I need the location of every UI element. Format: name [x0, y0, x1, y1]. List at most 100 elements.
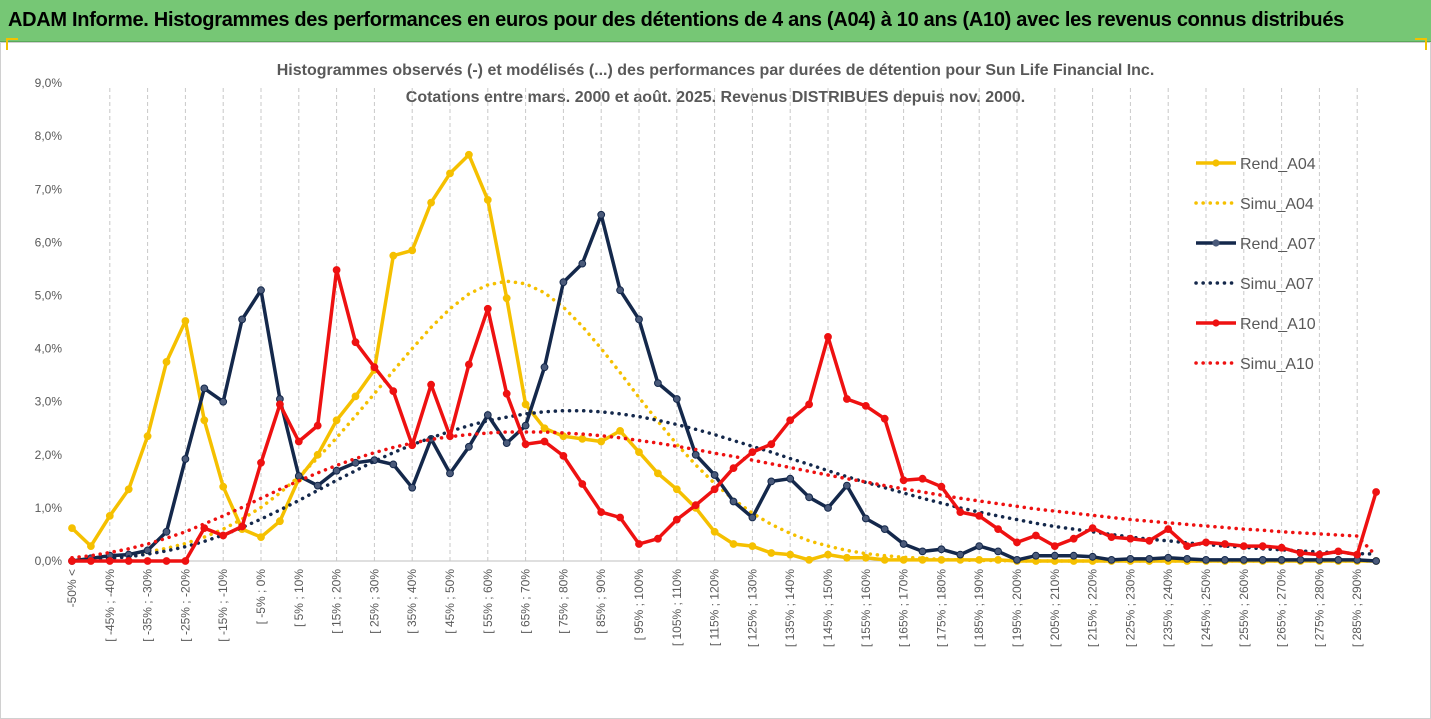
data-point-rend-a07 [1334, 556, 1343, 564]
data-point-rend-a04 [124, 485, 133, 494]
x-tick-label: [ 235% ; 240% [1161, 569, 1175, 647]
data-point-rend-a07 [1372, 557, 1380, 565]
x-tick-label: [ 205% ; 210% [1048, 569, 1062, 647]
data-point-rend-a04 [200, 416, 209, 425]
data-point-rend-a07 [559, 278, 568, 287]
data-point-rend-a10 [257, 458, 265, 467]
x-tick-label: [ 215% ; 220% [1086, 569, 1100, 647]
data-point-rend-a07 [351, 458, 360, 467]
legend-label-simu-a07: Simu_A07 [1240, 276, 1314, 293]
data-point-rend-a10 [181, 557, 190, 565]
series-line-simu-a04 [70, 279, 1378, 563]
data-point-rend-a04 [389, 251, 398, 260]
data-point-rend-a04 [824, 550, 832, 559]
data-point-rend-a10 [1277, 543, 1286, 552]
series-line-rend-a04 [70, 153, 1377, 563]
x-tick-label: [ 15% ; 20% [330, 569, 344, 634]
x-tick-label: [ 115% ; 120% [708, 569, 722, 646]
data-point-rend-a10 [918, 474, 927, 483]
data-point-rend-a10 [861, 402, 870, 410]
data-point-rend-a10 [200, 524, 209, 532]
data-point-rend-a07 [1221, 556, 1229, 564]
data-point-rend-a04 [87, 542, 95, 550]
data-point-rend-a04 [483, 196, 492, 204]
x-tick-label: [ 135% ; 140% [783, 569, 797, 647]
x-tick-label: [ 195% ; 200% [1010, 569, 1024, 647]
data-point-rend-a07 [843, 481, 851, 490]
data-point-rend-a07 [616, 286, 624, 295]
data-point-rend-a04 [635, 448, 643, 457]
corner-handle-top-left[interactable] [6, 38, 18, 50]
data-point-rend-a10 [502, 389, 511, 398]
data-point-rend-a07 [1164, 553, 1173, 562]
data-point-rend-a04 [502, 294, 511, 303]
data-point-rend-a10 [691, 501, 700, 510]
data-point-rend-a07 [918, 547, 927, 556]
data-point-rend-a10 [1334, 547, 1343, 556]
data-point-rend-a04 [446, 169, 454, 178]
x-tick-label: [ 265% ; 270% [1275, 569, 1289, 647]
data-point-rend-a04 [181, 317, 190, 325]
y-tick-label: 1,0% [35, 501, 63, 515]
data-point-rend-a04 [616, 427, 624, 435]
data-point-rend-a07 [257, 286, 265, 295]
data-point-rend-a10 [1126, 534, 1135, 543]
data-point-rend-a07 [1032, 551, 1040, 560]
legend-label-rend-a10: Rend_A10 [1240, 316, 1316, 333]
data-point-rend-a10 [635, 540, 643, 548]
data-point-rend-a07 [729, 497, 738, 506]
data-point-rend-a10 [937, 482, 946, 491]
data-point-rend-a07 [1239, 556, 1248, 564]
legend-label-simu-a04: Simu_A04 [1240, 196, 1314, 213]
data-point-rend-a10 [1032, 531, 1040, 540]
x-tick-label: [ 225% ; 230% [1123, 569, 1137, 647]
data-point-rend-a07 [805, 493, 813, 502]
data-point-rend-a07 [1202, 556, 1210, 564]
data-point-rend-a10 [1239, 542, 1248, 550]
x-tick-label: [ -45% ; -40% [103, 569, 117, 642]
x-tick-label: [ 165% ; 170% [897, 569, 911, 647]
data-point-rend-a10 [843, 395, 851, 403]
data-point-rend-a07 [1296, 556, 1305, 564]
data-point-rend-a04 [654, 469, 662, 478]
data-point-rend-a07 [654, 379, 662, 388]
data-point-rend-a10 [427, 380, 436, 389]
data-point-rend-a10 [389, 387, 398, 396]
x-tick-label: -50% < [65, 569, 79, 607]
data-point-rend-a10 [483, 304, 492, 313]
data-point-rend-a07 [181, 455, 190, 463]
y-tick-label: 9,0% [35, 76, 63, 90]
x-tick-label: [ 35% ; 40% [405, 569, 419, 634]
data-point-rend-a07 [691, 450, 700, 459]
data-point-rend-a04 [465, 150, 473, 159]
data-point-rend-a04 [332, 416, 341, 425]
data-point-rend-a10 [313, 421, 322, 430]
x-tick-label: [ 125% ; 130% [745, 569, 759, 647]
data-point-rend-a07 [1126, 555, 1135, 563]
data-point-rend-a07 [294, 472, 303, 480]
data-point-rend-a10 [824, 333, 832, 341]
data-point-rend-a10 [521, 440, 530, 449]
data-point-rend-a10 [351, 338, 360, 347]
data-point-rend-a07 [1258, 556, 1267, 564]
data-point-rend-a07 [880, 525, 889, 533]
data-point-rend-a07 [767, 477, 776, 486]
data-point-rend-a10 [294, 437, 303, 446]
data-point-rend-a07 [408, 483, 417, 492]
data-point-rend-a07 [540, 363, 549, 372]
y-tick-label: 2,0% [35, 448, 63, 462]
chart-subtitle: Cotations entre mars. 2000 et août. 2025… [405, 89, 1026, 106]
data-point-rend-a10 [276, 400, 284, 409]
data-point-rend-a07 [861, 514, 870, 523]
x-tick-label: [ 175% ; 180% [934, 569, 948, 647]
y-axis-ticks: 0,0% 1,0% 2,0% 3,0% 4,0% 5,0% 6,0% 7,0% 8,0% 9,0% [35, 76, 63, 568]
x-tick-label: [ 55% ; 60% [481, 569, 495, 634]
data-point-rend-a07 [1145, 555, 1154, 563]
corner-handle-top-right[interactable] [1415, 38, 1427, 50]
data-point-rend-a10 [672, 515, 681, 524]
data-point-rend-a07 [200, 384, 209, 393]
data-point-rend-a10 [748, 448, 757, 457]
data-point-rend-a10 [956, 508, 965, 516]
data-point-rend-a10 [710, 485, 719, 494]
